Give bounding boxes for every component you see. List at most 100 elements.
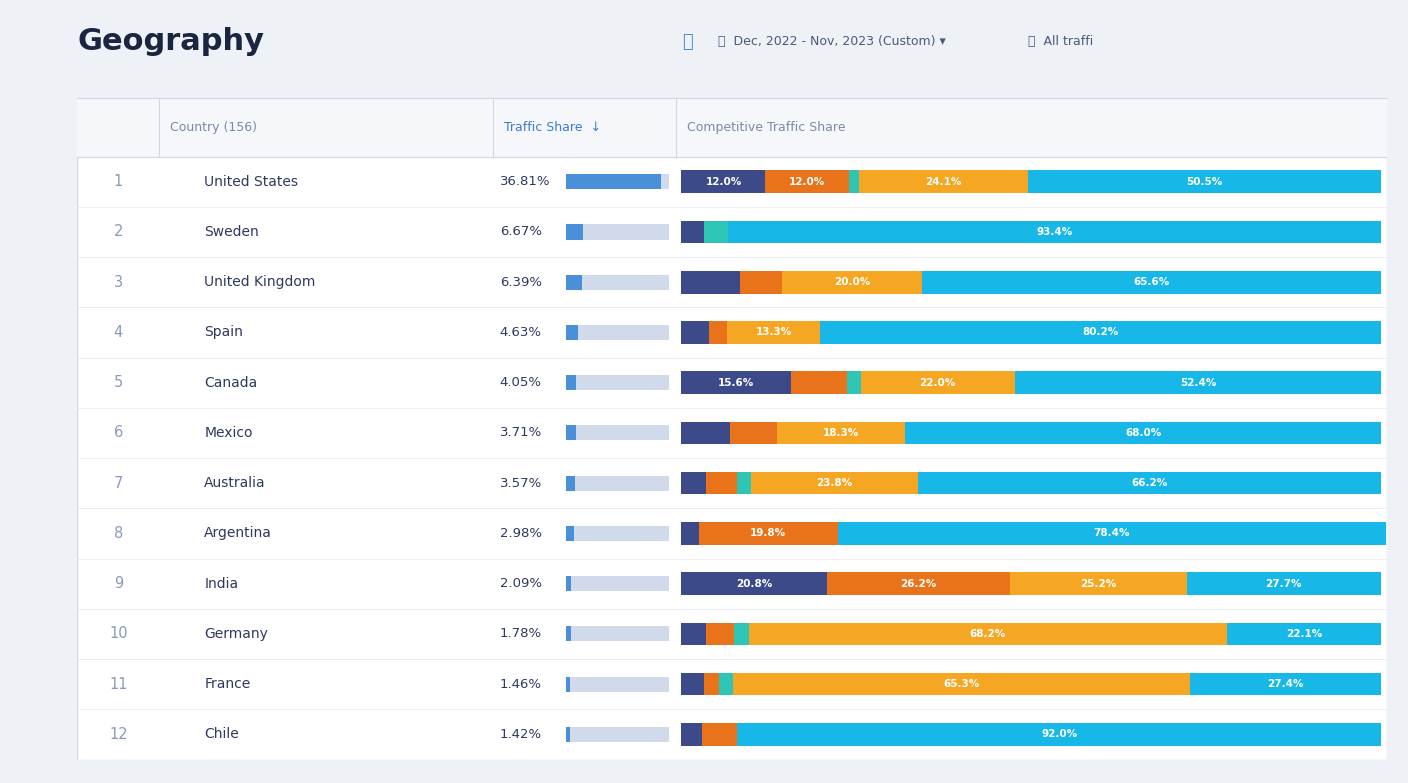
- FancyBboxPatch shape: [777, 421, 905, 444]
- Text: 2: 2: [114, 225, 122, 240]
- Text: 10: 10: [108, 626, 128, 641]
- Text: 65.3%: 65.3%: [943, 679, 979, 689]
- FancyBboxPatch shape: [681, 321, 710, 344]
- Text: 2.09%: 2.09%: [500, 577, 542, 590]
- Text: 68.0%: 68.0%: [1125, 428, 1162, 438]
- Text: 52.4%: 52.4%: [1180, 377, 1217, 388]
- FancyBboxPatch shape: [838, 522, 1385, 545]
- FancyBboxPatch shape: [741, 271, 783, 294]
- Text: 66.2%: 66.2%: [1132, 478, 1167, 488]
- FancyBboxPatch shape: [859, 171, 1028, 193]
- Text: Mexico: Mexico: [204, 426, 252, 440]
- FancyBboxPatch shape: [77, 98, 1387, 157]
- Text: 27.7%: 27.7%: [1266, 579, 1302, 589]
- Text: 9: 9: [114, 576, 122, 591]
- FancyBboxPatch shape: [566, 225, 669, 240]
- Text: 93.4%: 93.4%: [1036, 227, 1073, 237]
- Text: 📅  Dec, 2022 - Nov, 2023 (Custom) ▾: 📅 Dec, 2022 - Nov, 2023 (Custom) ▾: [718, 35, 946, 49]
- FancyBboxPatch shape: [849, 171, 859, 193]
- FancyBboxPatch shape: [566, 626, 669, 641]
- Text: 4: 4: [114, 325, 122, 340]
- Text: 26.2%: 26.2%: [901, 579, 936, 589]
- Text: Traffic Share  ↓: Traffic Share ↓: [504, 121, 601, 134]
- Text: Spain: Spain: [204, 326, 244, 340]
- FancyBboxPatch shape: [566, 576, 572, 591]
- Text: 20.8%: 20.8%: [736, 579, 773, 589]
- Text: 6.67%: 6.67%: [500, 226, 542, 239]
- FancyBboxPatch shape: [1226, 622, 1381, 645]
- FancyBboxPatch shape: [749, 622, 1226, 645]
- Text: 27.4%: 27.4%: [1267, 679, 1304, 689]
- FancyBboxPatch shape: [734, 622, 749, 645]
- Text: 25.2%: 25.2%: [1080, 579, 1117, 589]
- Text: India: India: [204, 576, 238, 590]
- FancyBboxPatch shape: [566, 677, 570, 691]
- Text: Geography: Geography: [77, 27, 265, 56]
- Text: United Kingdom: United Kingdom: [204, 275, 315, 289]
- FancyBboxPatch shape: [703, 723, 738, 745]
- FancyBboxPatch shape: [566, 626, 570, 641]
- FancyBboxPatch shape: [566, 375, 576, 390]
- FancyBboxPatch shape: [905, 421, 1381, 444]
- Text: France: France: [204, 677, 251, 691]
- FancyBboxPatch shape: [681, 522, 698, 545]
- Text: 80.2%: 80.2%: [1083, 327, 1119, 337]
- FancyBboxPatch shape: [681, 421, 731, 444]
- FancyBboxPatch shape: [566, 325, 669, 340]
- Text: 1.78%: 1.78%: [500, 627, 542, 640]
- Text: 68.2%: 68.2%: [970, 629, 1007, 639]
- Text: 36.81%: 36.81%: [500, 175, 551, 188]
- Text: 🗗  All traffi: 🗗 All traffi: [1028, 35, 1093, 49]
- FancyBboxPatch shape: [1187, 572, 1381, 595]
- Text: 78.4%: 78.4%: [1094, 529, 1131, 539]
- FancyBboxPatch shape: [819, 321, 1381, 344]
- FancyBboxPatch shape: [566, 225, 583, 240]
- Text: 22.0%: 22.0%: [919, 377, 956, 388]
- Text: 8: 8: [114, 526, 122, 541]
- FancyBboxPatch shape: [681, 673, 704, 695]
- FancyBboxPatch shape: [727, 321, 819, 344]
- FancyBboxPatch shape: [791, 371, 846, 394]
- FancyBboxPatch shape: [566, 526, 573, 541]
- Text: United States: United States: [204, 175, 298, 189]
- FancyBboxPatch shape: [566, 425, 669, 441]
- Text: 6: 6: [114, 425, 122, 440]
- FancyBboxPatch shape: [766, 171, 849, 193]
- FancyBboxPatch shape: [566, 727, 570, 742]
- FancyBboxPatch shape: [783, 271, 922, 294]
- Text: 12.0%: 12.0%: [790, 177, 825, 186]
- FancyBboxPatch shape: [728, 221, 1381, 244]
- FancyBboxPatch shape: [566, 727, 669, 742]
- FancyBboxPatch shape: [681, 572, 826, 595]
- Text: 19.8%: 19.8%: [750, 529, 786, 539]
- FancyBboxPatch shape: [681, 221, 704, 244]
- Text: Argentina: Argentina: [204, 526, 272, 540]
- FancyBboxPatch shape: [1190, 673, 1381, 695]
- FancyBboxPatch shape: [566, 275, 583, 290]
- FancyBboxPatch shape: [566, 425, 576, 441]
- FancyBboxPatch shape: [704, 673, 718, 695]
- FancyBboxPatch shape: [566, 475, 576, 491]
- FancyBboxPatch shape: [566, 174, 669, 189]
- Text: 1.42%: 1.42%: [500, 728, 542, 741]
- Text: 🎓: 🎓: [681, 33, 693, 51]
- FancyBboxPatch shape: [681, 472, 705, 495]
- Text: 18.3%: 18.3%: [824, 428, 859, 438]
- FancyBboxPatch shape: [681, 371, 791, 394]
- Text: Competitive Traffic Share: Competitive Traffic Share: [687, 121, 846, 134]
- Text: Germany: Germany: [204, 627, 268, 641]
- FancyBboxPatch shape: [922, 271, 1381, 294]
- FancyBboxPatch shape: [681, 723, 703, 745]
- FancyBboxPatch shape: [566, 174, 660, 189]
- Text: 24.1%: 24.1%: [925, 177, 962, 186]
- Text: 4.05%: 4.05%: [500, 376, 542, 389]
- FancyBboxPatch shape: [566, 475, 669, 491]
- FancyBboxPatch shape: [846, 371, 860, 394]
- FancyBboxPatch shape: [710, 321, 727, 344]
- Text: 7: 7: [114, 476, 122, 491]
- FancyBboxPatch shape: [566, 677, 669, 691]
- FancyBboxPatch shape: [826, 572, 1011, 595]
- Text: 20.0%: 20.0%: [834, 277, 870, 287]
- Text: 12: 12: [108, 727, 128, 742]
- Text: 23.8%: 23.8%: [817, 478, 853, 488]
